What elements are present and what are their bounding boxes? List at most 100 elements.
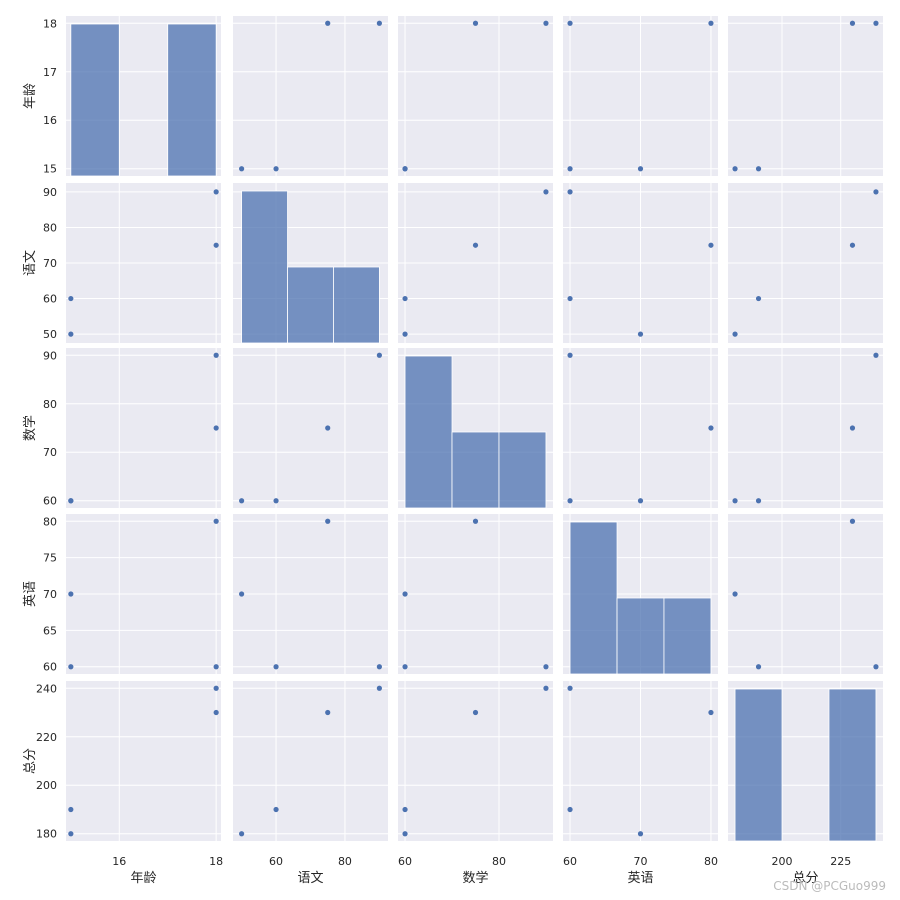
x-tick-label: 80 [338, 855, 352, 868]
panel-background [233, 16, 388, 176]
scatter-point [849, 425, 856, 431]
panel-background [728, 16, 883, 176]
histogram-bar [241, 190, 288, 344]
scatter-point [213, 518, 219, 524]
scatter-point [213, 189, 219, 195]
scatter-point [402, 331, 408, 337]
panel-r1-c3 [563, 183, 718, 343]
scatter-point [68, 664, 74, 670]
scatter-point [873, 189, 879, 195]
panel-r1-c4 [728, 183, 883, 343]
y-tick-label: 18 [43, 17, 57, 30]
y-tick-label: 50 [43, 328, 57, 341]
scatter-point [472, 709, 479, 716]
x-tick-label: 60 [269, 855, 283, 868]
scatter-point [567, 352, 573, 358]
y-tick-label: 80 [43, 398, 57, 411]
x-tick-label: 225 [830, 855, 851, 868]
scatter-point [68, 591, 74, 597]
histogram-bar [616, 597, 665, 675]
scatter-point [402, 166, 408, 172]
scatter-point [732, 591, 738, 597]
panel-r2-c3 [563, 348, 718, 508]
x-tick-label: 16 [112, 855, 126, 868]
histogram-bar [333, 266, 380, 344]
scatter-point [325, 20, 331, 26]
scatter-point [849, 518, 856, 524]
y-axis-label: 英语 [23, 581, 38, 607]
y-tick-label: 60 [43, 293, 57, 306]
y-axis-label: 数学 [22, 415, 38, 441]
scatter-point [755, 498, 762, 504]
scatter-point [239, 166, 245, 172]
y-tick-label: 70 [43, 257, 57, 270]
scatter-point [213, 685, 219, 691]
panel-r4-c4 [728, 681, 883, 842]
y-axis-label: 年龄 [23, 83, 38, 109]
panel-r0-c2 [398, 16, 553, 176]
scatter-point [239, 831, 245, 837]
scatter-point [376, 352, 382, 358]
x-axis-label: 总分 [792, 871, 818, 886]
scatter-point [732, 331, 738, 337]
scatter-point [213, 242, 219, 248]
scatter-point [543, 664, 549, 670]
panel-r2-c1 [233, 348, 388, 508]
scatter-point [567, 295, 573, 302]
x-tick-label: 70 [634, 855, 648, 868]
scatter-point [273, 498, 279, 504]
panel-r4-c2 [398, 681, 553, 841]
x-tick-label: 60 [398, 855, 412, 868]
y-tick-label: 60 [43, 495, 57, 508]
y-tick-label: 240 [36, 682, 57, 695]
panel-r0-c4 [728, 16, 883, 176]
scatter-point [708, 425, 714, 431]
scatter-point [68, 806, 74, 813]
scatter-point [567, 685, 573, 691]
panel-r2-c2 [398, 348, 553, 509]
scatter-point [708, 709, 714, 716]
scatter-point [873, 20, 879, 26]
y-tick-label: 70 [43, 446, 57, 459]
histogram-bar [498, 431, 547, 509]
scatter-point [402, 295, 408, 302]
panel-background [398, 681, 553, 841]
scatter-point [755, 295, 762, 302]
scatter-point [637, 331, 644, 337]
scatter-point [402, 806, 408, 813]
scatter-point [213, 664, 219, 670]
x-tick-label: 80 [492, 855, 506, 868]
y-tick-label: 70 [43, 588, 57, 601]
histogram-bar [451, 431, 500, 509]
panel-r0-c1 [233, 16, 388, 176]
x-tick-label: 18 [209, 855, 223, 868]
scatter-point [273, 664, 279, 670]
panel-r1-c2 [398, 183, 553, 343]
histogram-bar [404, 355, 453, 509]
panel-r3-c4 [728, 514, 883, 674]
y-tick-label: 17 [43, 66, 57, 79]
scatter-point [849, 242, 856, 248]
histogram-bar [287, 266, 334, 344]
panel-r0-c3 [563, 16, 718, 176]
panel-r3-c0 [66, 514, 221, 674]
scatter-point [239, 591, 245, 597]
scatter-point [732, 166, 738, 172]
scatter-point [708, 20, 714, 26]
scatter-point [213, 352, 219, 358]
y-tick-label: 16 [43, 114, 57, 127]
scatter-point [68, 498, 74, 504]
scatter-point [376, 664, 382, 670]
panel-background [233, 681, 388, 841]
scatter-point [325, 709, 331, 716]
panel-background [728, 348, 883, 508]
histogram-bar [70, 23, 120, 177]
panel-background [233, 348, 388, 508]
scatter-point [873, 352, 879, 358]
scatter-point [755, 664, 762, 670]
scatter-point [213, 709, 219, 716]
x-tick-label: 80 [704, 855, 718, 868]
panel-r3-c3 [563, 514, 718, 675]
scatter-point [567, 498, 573, 504]
